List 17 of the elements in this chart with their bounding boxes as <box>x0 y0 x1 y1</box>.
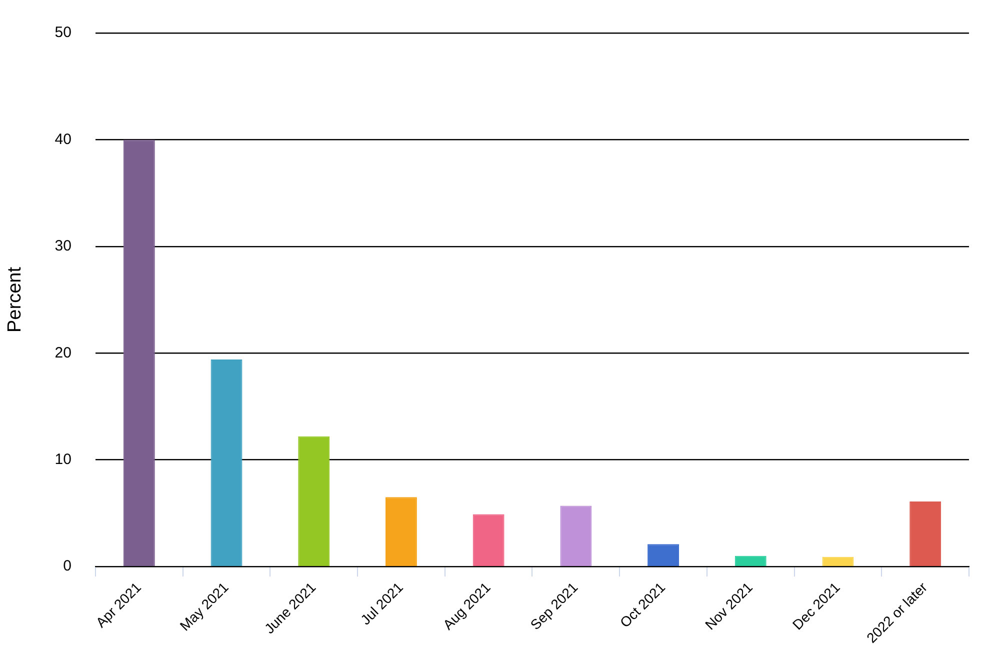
bar <box>385 497 417 566</box>
y-tick-label: 0 <box>63 558 72 575</box>
bar <box>472 514 504 566</box>
y-tick-label: 50 <box>54 24 72 42</box>
bar <box>123 140 155 566</box>
y-tick-label: 30 <box>54 238 72 255</box>
bar <box>734 556 766 566</box>
y-tick-label: 10 <box>54 450 72 468</box>
y-axis-title: Percent <box>4 266 26 333</box>
y-tick-label: 40 <box>54 130 72 148</box>
bar <box>822 556 854 566</box>
bar <box>560 506 592 566</box>
bar <box>298 436 330 566</box>
bar <box>910 501 942 566</box>
y-tick-label: 20 <box>54 344 72 362</box>
bar <box>210 360 242 566</box>
bar <box>648 544 679 566</box>
